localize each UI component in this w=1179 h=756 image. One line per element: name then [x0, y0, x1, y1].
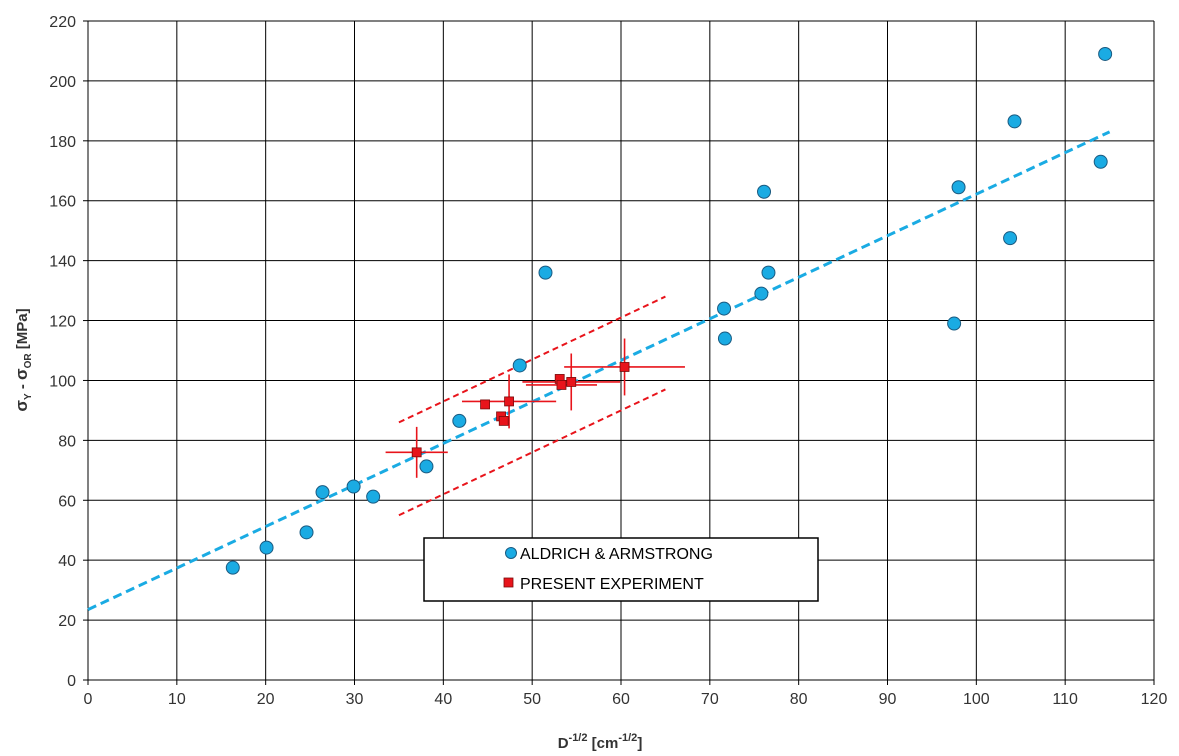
- y-tick-label: 0: [67, 673, 76, 690]
- y-tick-label: 40: [58, 553, 76, 570]
- x-tick-label: 120: [1141, 691, 1168, 708]
- x-tick-label: 40: [434, 691, 452, 708]
- x-axis-title: D-1/2 [cm-1/2]: [558, 732, 643, 752]
- y-tick-label: 140: [49, 254, 76, 271]
- y-axis-dash: -: [14, 380, 31, 393]
- confidence-band: [398, 295, 666, 517]
- present-data-point: [556, 380, 567, 390]
- aldrich-data-point: [754, 286, 769, 301]
- aldrich-data-point: [717, 331, 732, 346]
- present-data-point: [480, 399, 490, 410]
- aldrich-data-point: [717, 301, 732, 316]
- present-data-point: [619, 362, 630, 372]
- present-data-point: [498, 415, 509, 426]
- aldrich-data-point: [259, 540, 274, 555]
- aldrich-data-point: [315, 485, 330, 500]
- data-points: [225, 46, 1113, 575]
- y-axis-unit: [MPa]: [14, 308, 31, 353]
- trend-line-path: [87, 130, 1111, 611]
- aldrich-data-point: [761, 265, 776, 280]
- y-tick-label: 60: [58, 493, 76, 510]
- present-data-point: [566, 377, 577, 387]
- legend-label-aldrich: ALDRICH & ARMSTRONG: [520, 546, 713, 563]
- x-tick-label: 20: [257, 691, 275, 708]
- aldrich-data-point: [1093, 154, 1108, 169]
- y-tick-label: 80: [58, 433, 76, 450]
- aldrich-data-point: [1098, 46, 1113, 61]
- y-tick-label: 200: [49, 74, 76, 91]
- aldrich-data-point: [346, 479, 361, 494]
- y-tick-label: 220: [49, 14, 76, 31]
- x-tick-label: 0: [84, 691, 93, 708]
- confidence-band-upper: [398, 295, 666, 424]
- aldrich-data-point: [512, 358, 527, 373]
- aldrich-data-point: [366, 489, 381, 504]
- y-axis-sigma-1: σ: [12, 400, 31, 412]
- x-tick-label: 10: [168, 691, 186, 708]
- x-tick-label: 110: [1052, 691, 1078, 708]
- x-axis-unit-sup: -1/2: [618, 732, 637, 744]
- y-tick-label: 180: [49, 134, 76, 151]
- tick-labels: 0 10 20 30 40 50 60 70 80 90 100 110 120 0 20 40 60 80 100…: [49, 14, 1167, 708]
- present-data-point: [504, 396, 514, 407]
- y-axis-sub-1: Y: [23, 393, 34, 400]
- aldrich-data-point: [951, 180, 966, 195]
- x-axis-unit-open: [cm: [588, 735, 619, 752]
- x-tick-label: 30: [346, 691, 364, 708]
- aldrich-data-point: [538, 265, 553, 280]
- present-data-point: [411, 447, 422, 458]
- aldrich-data-point: [452, 413, 467, 428]
- x-tick-label: 50: [523, 691, 541, 708]
- y-tick-label: 20: [58, 613, 76, 630]
- legend-marker-present: [503, 577, 514, 588]
- legend: ALDRICH & ARMSTRONG PRESENT EXPERIMENT: [423, 537, 819, 602]
- y-tick-label: 160: [49, 194, 76, 211]
- x-tick-label: 90: [879, 691, 897, 708]
- legend-box: [423, 537, 819, 602]
- aldrich-data-point: [419, 459, 434, 474]
- legend-label-present: PRESENT EXPERIMENT: [520, 576, 704, 593]
- x-axis-base: D: [558, 735, 569, 752]
- y-axis-sigma-2: σ: [12, 368, 31, 380]
- y-axis-title: σY - σOR [MPa]: [12, 308, 34, 411]
- trend-line: [87, 130, 1111, 611]
- y-tick-label: 120: [49, 314, 76, 331]
- aldrich-data-point: [225, 560, 240, 575]
- x-tick-label: 80: [790, 691, 808, 708]
- y-axis-sub-2: OR: [23, 353, 34, 369]
- aldrich-data-point: [947, 316, 962, 331]
- aldrich-data-point: [757, 184, 772, 199]
- x-tick-label: 60: [612, 691, 630, 708]
- confidence-band-lower: [398, 388, 666, 517]
- legend-marker-aldrich: [505, 547, 517, 559]
- x-tick-label: 100: [963, 691, 990, 708]
- y-tick-label: 100: [49, 373, 76, 390]
- x-axis-sup: -1/2: [569, 732, 588, 744]
- aldrich-data-point: [299, 525, 314, 540]
- aldrich-data-point: [1007, 114, 1022, 129]
- aldrich-data-point: [1003, 231, 1018, 246]
- x-axis-unit-close: ]: [637, 735, 642, 752]
- x-tick-label: 70: [701, 691, 719, 708]
